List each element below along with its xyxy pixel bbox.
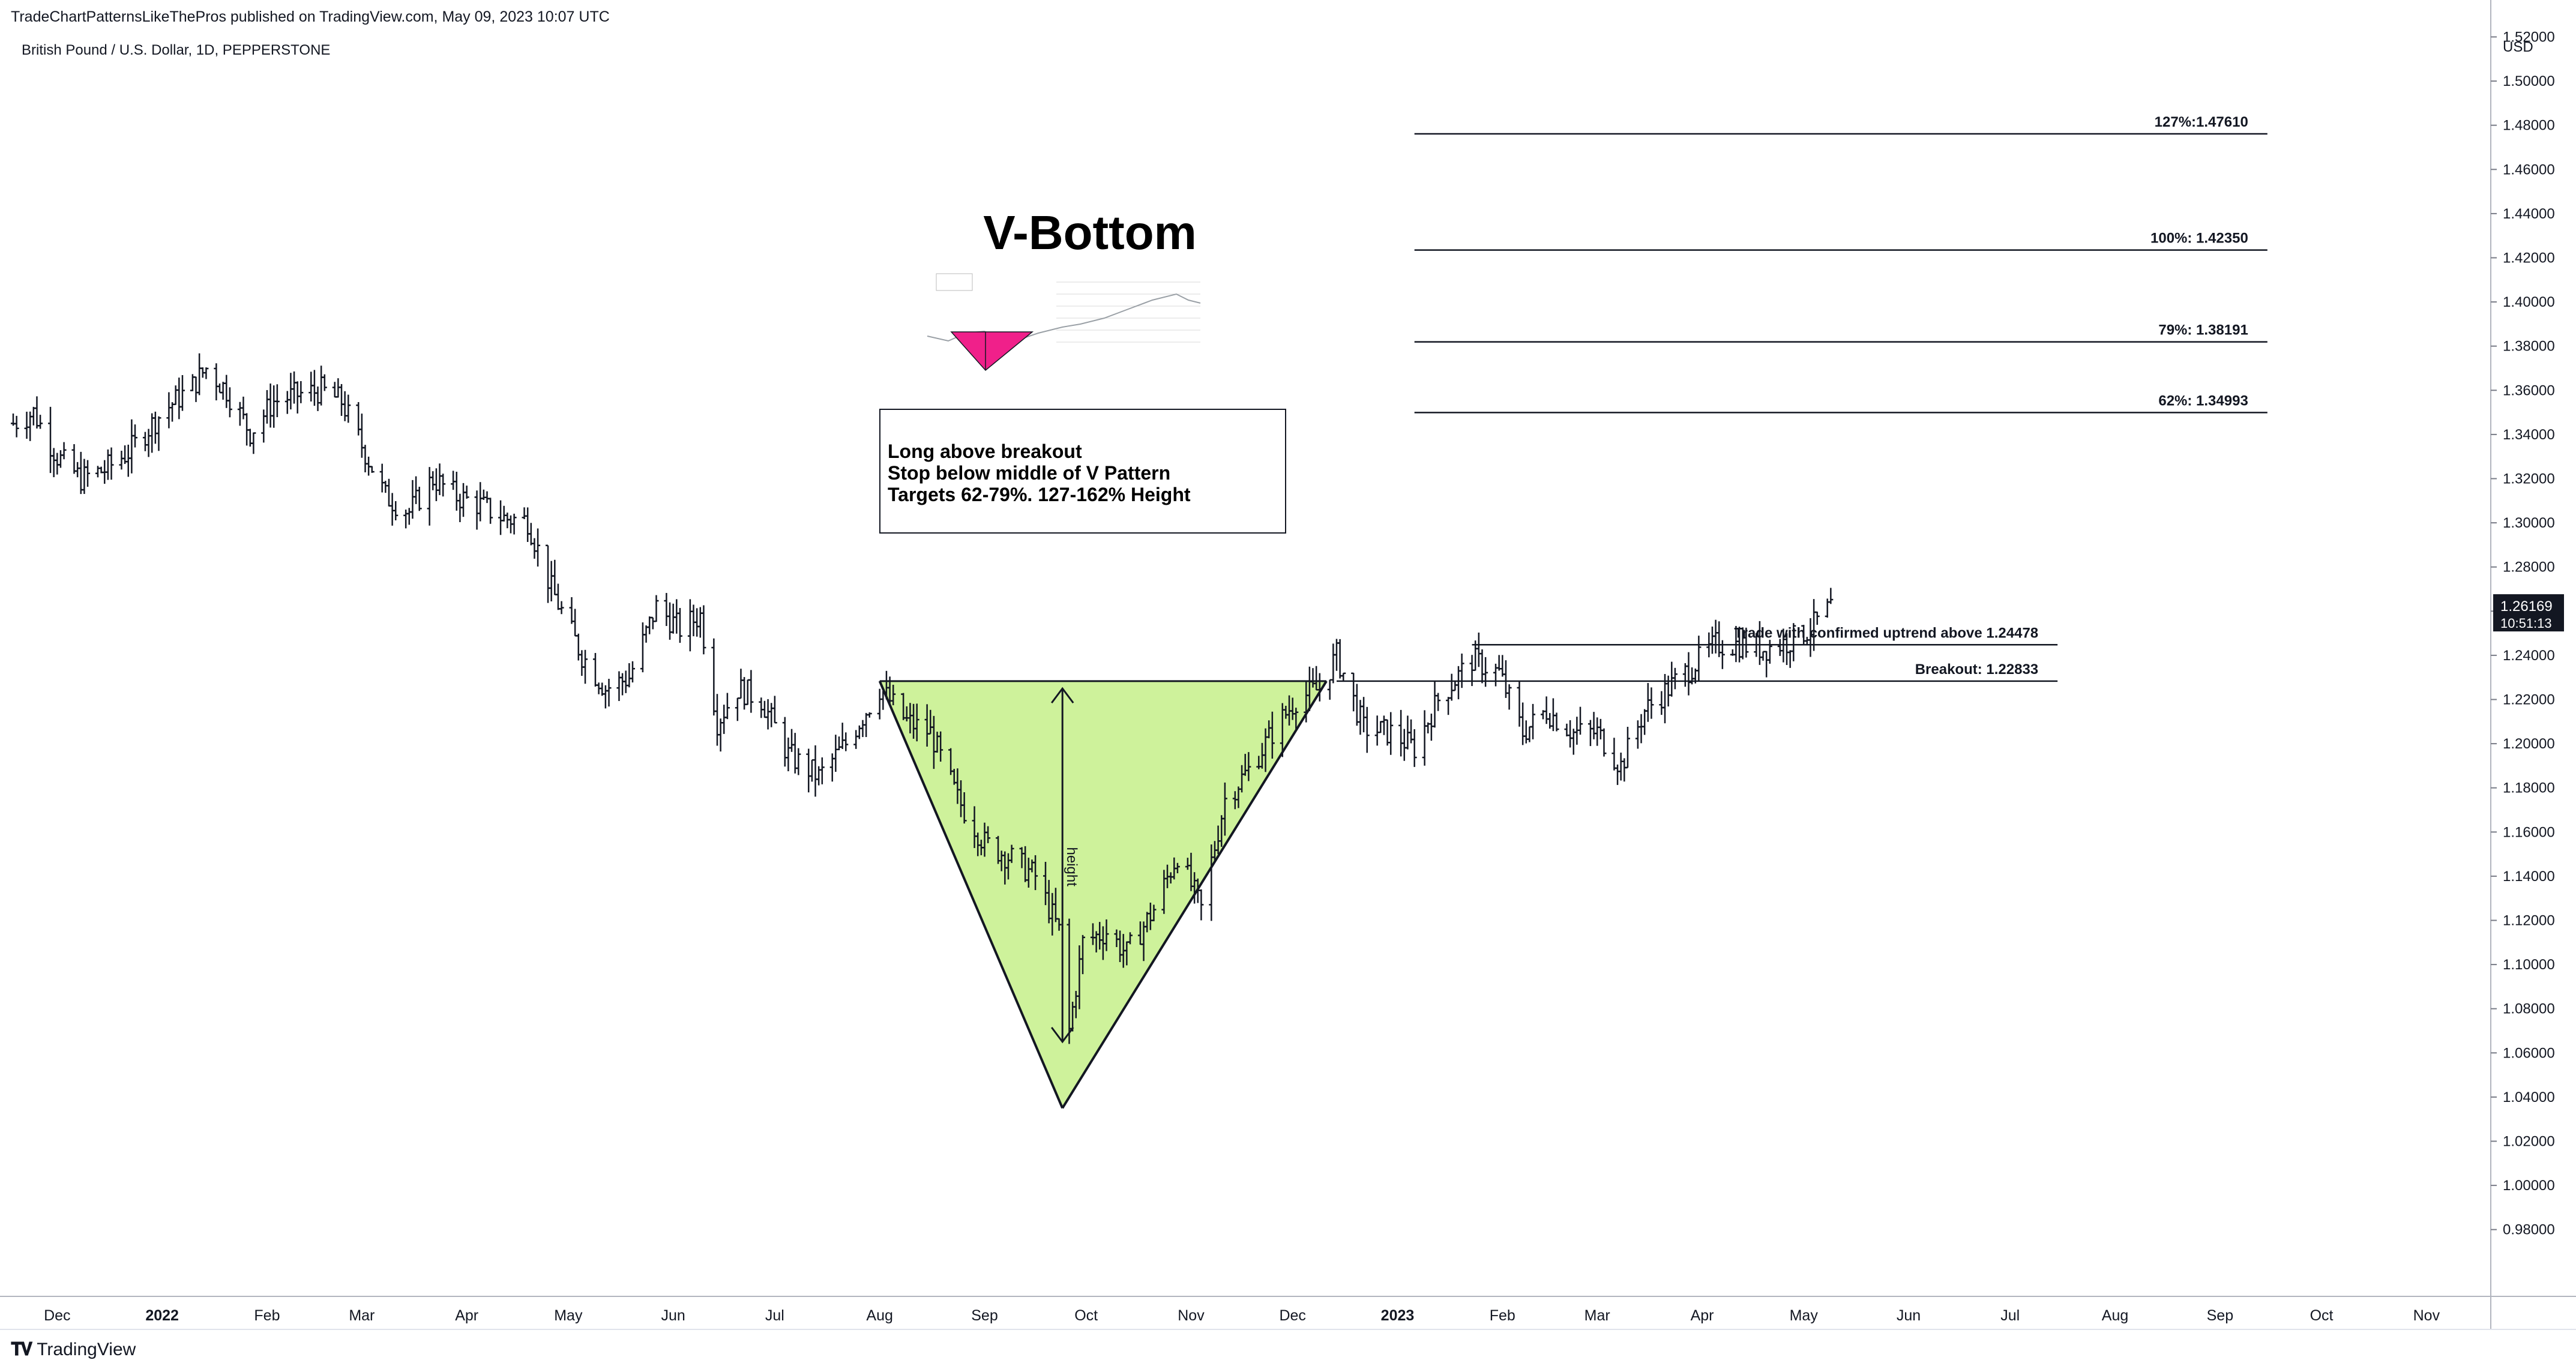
pattern-title: V-Bottom [983, 206, 1197, 259]
y-tick-label: 1.40000 [2503, 294, 2555, 310]
symbol-title: British Pound / U.S. Dollar, 1D, PEPPERS… [22, 42, 331, 58]
x-tick-label: Aug [2102, 1307, 2128, 1324]
note-line: Stop below middle of V Pattern [888, 462, 1170, 484]
last-price-value: 1.26169 [2500, 598, 2553, 615]
x-tick-label: Dec [44, 1307, 70, 1324]
level-label: 127%:1.47610 [2155, 114, 2248, 130]
x-tick-label: Mar [1584, 1307, 1610, 1324]
x-tick-label: Jul [2000, 1307, 2020, 1324]
level-label: 100%: 1.42350 [2150, 230, 2248, 247]
y-tick-label: 1.04000 [2503, 1089, 2555, 1106]
y-tick-label: 1.14000 [2503, 868, 2555, 885]
y-tick-label: 1.24000 [2503, 648, 2555, 664]
x-tick-label: Jun [1897, 1307, 1921, 1324]
y-tick-label: 1.34000 [2503, 427, 2555, 443]
note-line: Targets 62-79%. 127-162% Height [888, 484, 1191, 505]
note-line: Long above breakout [888, 441, 1082, 462]
v-pattern-left-edge[interactable] [878, 681, 1064, 1109]
y-tick-label: 1.42000 [2503, 250, 2555, 266]
y-tick-label: 1.10000 [2503, 957, 2555, 973]
published-line: TradeChartPatternsLikeThePros published … [11, 8, 610, 25]
x-tick-label: Aug [866, 1307, 892, 1324]
y-tick-label: 1.08000 [2503, 1001, 2555, 1017]
y-tick-label: 1.02000 [2503, 1134, 2555, 1150]
level-label: Breakout: 1.22833 [1915, 661, 2038, 678]
x-tick-label: 2023 [1381, 1307, 1415, 1324]
thumbnail-v-shape [950, 331, 1034, 372]
height-arrow-head-down [1050, 1027, 1074, 1044]
level-label: 79%: 1.38191 [2158, 322, 2248, 338]
y-tick-label: 1.50000 [2503, 73, 2555, 89]
currency-label: USD [2503, 39, 2533, 55]
y-tick-label: 1.38000 [2503, 338, 2555, 355]
x-tick-label: Sep [2207, 1307, 2233, 1324]
x-tick-label: Feb [1490, 1307, 1515, 1324]
x-tick-label: Oct [1074, 1307, 1098, 1324]
x-tick-label: Oct [2310, 1307, 2334, 1324]
tradingview-logo-icon: 𝐓𝐕 [11, 1340, 32, 1359]
y-tick-label: 1.00000 [2503, 1178, 2555, 1194]
level-label: 62%: 1.34993 [2158, 393, 2248, 409]
x-tick-label: May [1790, 1307, 1819, 1324]
level-label: Trade with confirmed uptrend above 1.244… [1734, 625, 2038, 641]
thumbnail-bg [927, 269, 1203, 374]
footer-brand[interactable]: 𝐓𝐕 TradingView [11, 1340, 136, 1360]
x-tick-label: Apr [455, 1307, 478, 1324]
height-arrow-label: height [1064, 847, 1080, 887]
y-tick-label: 0.98000 [2503, 1222, 2555, 1238]
v-pattern-fill [879, 681, 1327, 1109]
height-arrow-head-up [1050, 687, 1074, 703]
x-tick-label: Dec [1279, 1307, 1305, 1324]
x-tick-label: Nov [2413, 1307, 2440, 1324]
x-tick-label: Apr [1691, 1307, 1714, 1324]
x-tick-label: Mar [349, 1307, 375, 1324]
y-tick-label: 1.28000 [2503, 559, 2555, 576]
x-tick-label: Feb [254, 1307, 280, 1324]
bar-countdown: 10:51:13 [2500, 616, 2552, 631]
x-tick-label: Sep [971, 1307, 998, 1324]
y-tick-label: 1.20000 [2503, 736, 2555, 752]
footer-logo-text: TradingView [37, 1340, 136, 1359]
y-tick-label: 1.16000 [2503, 824, 2555, 840]
y-tick-label: 1.36000 [2503, 382, 2555, 399]
y-tick-label: 1.06000 [2503, 1045, 2555, 1061]
y-tick-label: 1.44000 [2503, 206, 2555, 222]
y-tick-label: 1.18000 [2503, 780, 2555, 796]
y-tick-label: 1.32000 [2503, 471, 2555, 487]
y-tick-label: 1.52000 [2503, 29, 2555, 46]
note-box-frame [879, 409, 1286, 534]
x-tick-label: Jul [765, 1307, 784, 1324]
thumbnail-note-box [936, 273, 973, 291]
x-tick-label: 2022 [145, 1307, 179, 1324]
y-tick-label: 1.46000 [2503, 161, 2555, 178]
x-tick-label: Nov [1178, 1307, 1205, 1324]
last-price-badge [2493, 594, 2564, 632]
y-tick-label: 1.30000 [2503, 515, 2555, 531]
y-tick-label: 1.12000 [2503, 913, 2555, 929]
v-bottom-thumbnail [927, 269, 1203, 374]
y-tick-label: 1.22000 [2503, 692, 2555, 708]
y-tick-label: 1.48000 [2503, 118, 2555, 134]
x-tick-label: May [554, 1307, 583, 1324]
v-pattern-right-edge[interactable] [1061, 680, 1328, 1109]
x-tick-label: Jun [661, 1307, 685, 1324]
